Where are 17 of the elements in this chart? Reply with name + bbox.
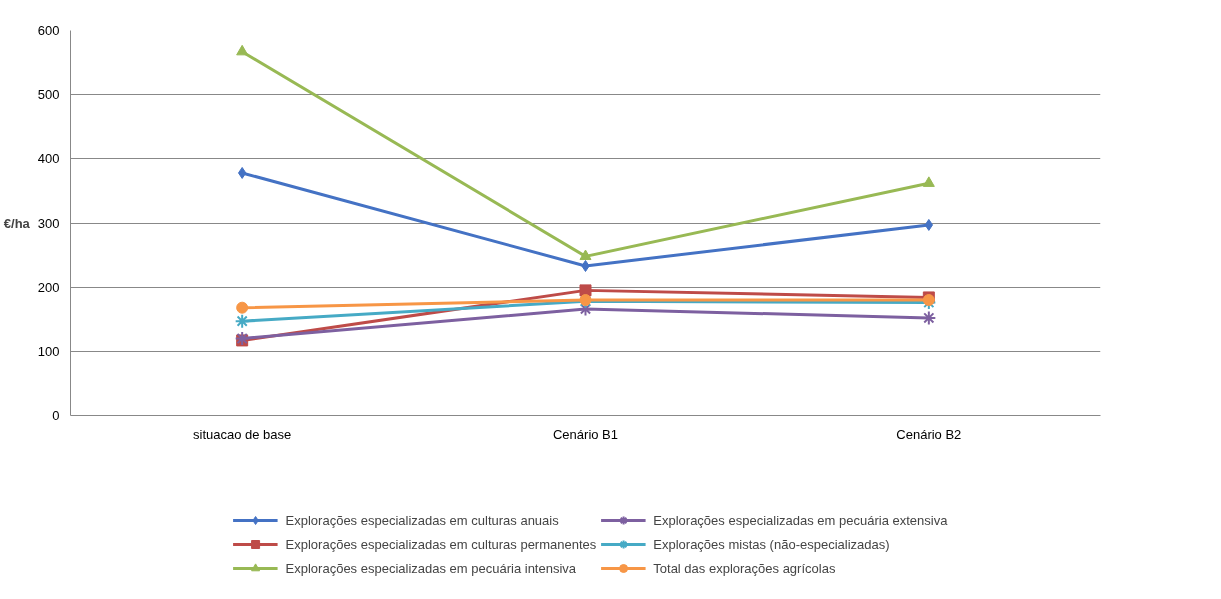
y-tick-label: 400 bbox=[37, 151, 60, 167]
legend-label: Explorações especializadas em pecuária extensiva bbox=[653, 512, 948, 528]
legend-label: Explorações especializadas em pecuária intensiva bbox=[285, 560, 577, 576]
y-tick-label: 0 bbox=[52, 408, 60, 423]
legend-label: Explorações mistas (não-especializadas) bbox=[653, 536, 890, 552]
y-tick-label: 600 bbox=[37, 23, 60, 38]
x-tick-label: situacao de base bbox=[193, 426, 292, 442]
legend-label: Explorações especializadas em culturas permanentes bbox=[285, 536, 597, 552]
y-tick-label: 200 bbox=[37, 279, 60, 295]
y-axis-title: €/ha bbox=[3, 215, 31, 231]
y-tick-label: 300 bbox=[37, 215, 60, 231]
y-tick-label: 500 bbox=[37, 87, 60, 103]
x-tick-label: Cenário B2 bbox=[896, 426, 962, 442]
legend-label: Total das explorações agrícolas bbox=[653, 560, 836, 576]
x-tick-label: Cenário B1 bbox=[552, 426, 619, 442]
y-tick-label: 100 bbox=[37, 343, 60, 359]
legend-label: Explorações especializadas em culturas anuais bbox=[285, 512, 559, 528]
